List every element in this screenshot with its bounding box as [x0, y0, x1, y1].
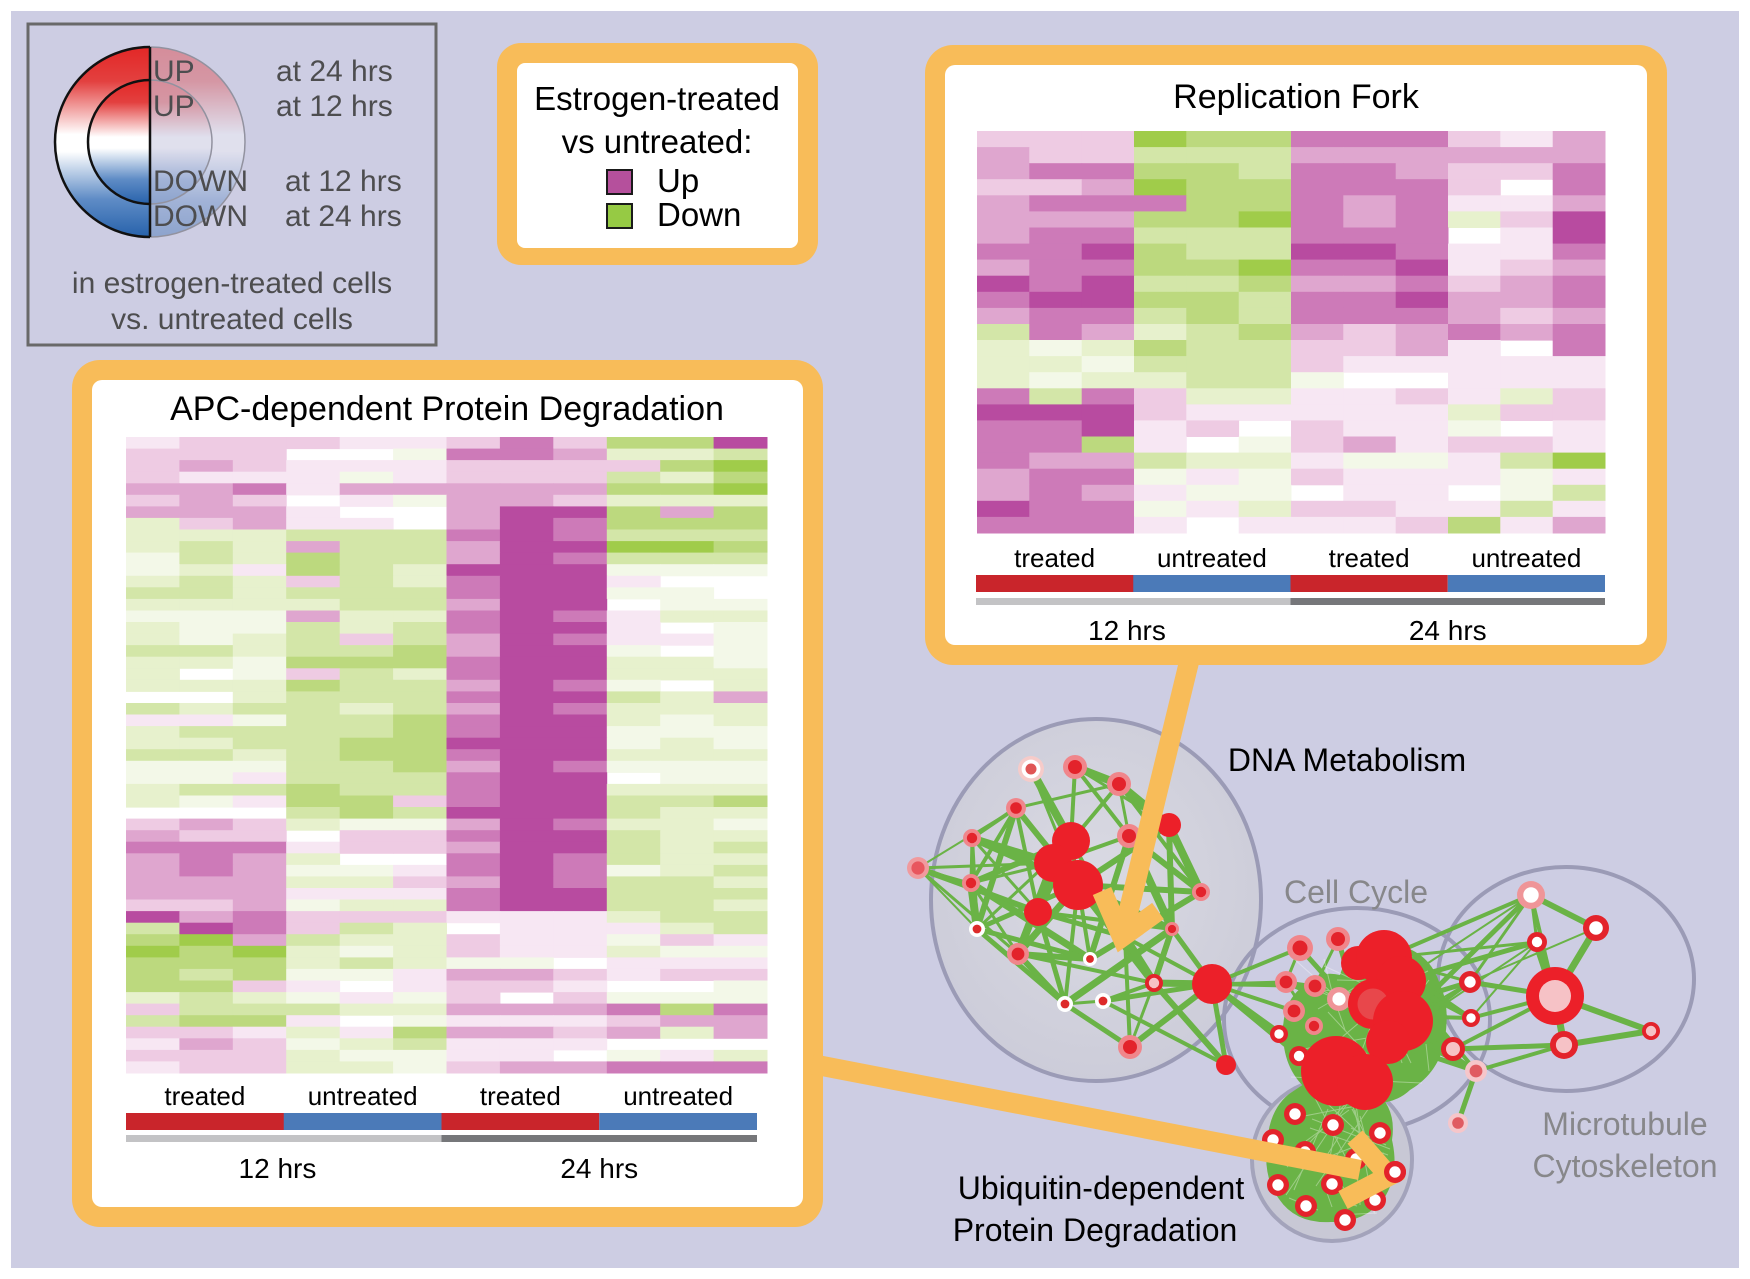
svg-text:24 hrs: 24 hrs — [1409, 615, 1487, 646]
svg-text:at 12 hrs: at 12 hrs — [276, 90, 393, 123]
svg-text:untreated: untreated — [1471, 543, 1581, 573]
svg-text:12 hrs: 12 hrs — [1088, 615, 1166, 646]
svg-text:vs. untreated cells: vs. untreated cells — [111, 303, 353, 336]
svg-text:in estrogen-treated cells: in estrogen-treated cells — [72, 267, 392, 300]
svg-text:Microtubule: Microtubule — [1542, 1106, 1707, 1142]
svg-text:UP: UP — [153, 55, 195, 88]
svg-text:untreated: untreated — [308, 1081, 418, 1111]
svg-text:treated: treated — [164, 1081, 245, 1111]
svg-text:untreated: untreated — [623, 1081, 733, 1111]
svg-text:Replication Fork: Replication Fork — [1173, 78, 1420, 116]
svg-text:UP: UP — [153, 90, 195, 123]
svg-text:DOWN: DOWN — [153, 165, 248, 198]
svg-text:untreated: untreated — [1157, 543, 1267, 573]
svg-text:Up: Up — [657, 162, 699, 199]
svg-text:Cytoskeleton: Cytoskeleton — [1533, 1148, 1718, 1184]
svg-text:Protein Degradation: Protein Degradation — [953, 1212, 1238, 1248]
svg-text:treated: treated — [1014, 543, 1095, 573]
svg-text:12 hrs: 12 hrs — [239, 1153, 317, 1184]
svg-text:vs untreated:: vs untreated: — [562, 123, 753, 160]
svg-text:APC-dependent Protein Degradat: APC-dependent Protein Degradation — [170, 390, 724, 428]
svg-text:24 hrs: 24 hrs — [560, 1153, 638, 1184]
svg-text:treated: treated — [1329, 543, 1410, 573]
svg-text:Estrogen-treated: Estrogen-treated — [534, 80, 780, 117]
svg-text:DOWN: DOWN — [153, 200, 248, 233]
svg-text:DNA Metabolism: DNA Metabolism — [1228, 742, 1466, 778]
svg-text:treated: treated — [480, 1081, 561, 1111]
svg-text:Cell Cycle: Cell Cycle — [1284, 874, 1428, 910]
svg-text:Down: Down — [657, 196, 741, 233]
svg-text:at 24 hrs: at 24 hrs — [276, 55, 393, 88]
svg-text:at 24 hrs: at 24 hrs — [285, 200, 402, 233]
svg-text:at 12 hrs: at 12 hrs — [285, 165, 402, 198]
svg-text:Ubiquitin-dependent: Ubiquitin-dependent — [958, 1170, 1245, 1206]
